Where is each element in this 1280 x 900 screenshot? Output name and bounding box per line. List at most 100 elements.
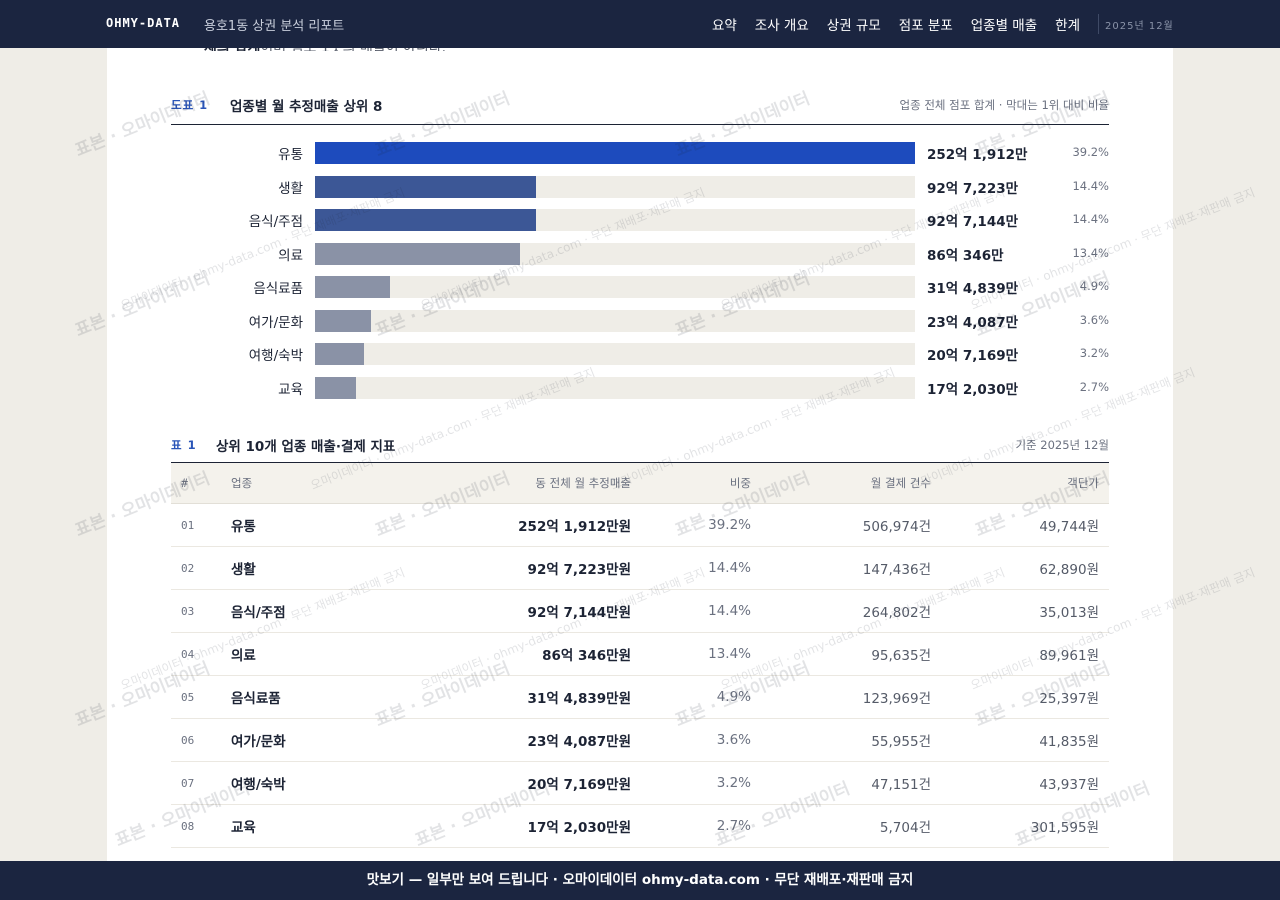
bar-track	[315, 309, 915, 332]
nav-item-overview[interactable]: 조사 개요	[754, 18, 809, 34]
bar-row: 유통 252억 1,912만 39.2%	[171, 137, 1109, 165]
bar-share-label: 13.4%	[1072, 245, 1109, 260]
col-header-sales: 동 전체 월 추정매출	[431, 463, 641, 504]
bar-value-label: 20억 7,169만	[927, 348, 1019, 364]
table-row: 07 여행/숙박 20억 7,169만원 3.2% 47,151건 43,937원	[171, 761, 1109, 805]
table-number: 표 1	[171, 438, 197, 452]
cell-payments: 506,974건	[761, 503, 941, 547]
cell-share: 39.2%	[641, 503, 761, 547]
table-title: 상위 10개 업종 매출·결제 지표	[216, 439, 396, 455]
nav-item-sales-by-industry[interactable]: 업종별 매출	[970, 18, 1038, 34]
bar-row: 생활 92억 7,223만 14.4%	[171, 171, 1109, 199]
table-row: 01 유통 252억 1,912만원 39.2% 506,974건 49,744원	[171, 503, 1109, 547]
report-title: 용호1동 상권 분석 리포트	[204, 19, 345, 34]
col-header-industry: 업종	[221, 463, 431, 504]
cell-rank: 07	[171, 761, 221, 805]
cell-payments: 123,969건	[761, 675, 941, 719]
cell-avg-price: 35,013원	[941, 589, 1109, 633]
cell-rank: 06	[171, 718, 221, 762]
bar-track	[315, 142, 915, 164]
bar	[315, 343, 365, 365]
bar-track	[315, 376, 915, 399]
bar-label: 여가/문화	[248, 314, 303, 331]
bar-value-label: 23억 4,087만	[927, 314, 1019, 331]
nav-divider	[1098, 14, 1099, 34]
cell-avg-price: 49,744원	[941, 503, 1109, 547]
cell-sales: 20억 7,169만원	[431, 761, 641, 805]
bar-row: 음식/주점 92억 7,144만 14.4%	[171, 204, 1109, 232]
bar-row: 여행/숙박 20억 7,169만 3.2%	[171, 338, 1109, 366]
bar-row: 의료 86억 346만 13.4%	[171, 238, 1109, 266]
bar-value-label: 31억 4,839만	[927, 281, 1019, 297]
bar-share-label: 14.4%	[1072, 212, 1109, 226]
figure-title: 업종별 월 추정매출 상위 8	[230, 99, 383, 115]
cell-share: 2.7%	[641, 804, 761, 848]
cell-payments: 95,635건	[761, 632, 941, 676]
bar-share-label: 4.9%	[1079, 279, 1109, 293]
cell-sales: 92억 7,223만원	[431, 546, 641, 590]
cell-sales: 31억 4,839만원	[431, 675, 641, 719]
table-row: 02 생활 92억 7,223만원 14.4% 147,436건 62,890원	[171, 546, 1109, 590]
top-navbar: OHMY-DATA 용호1동 상권 분석 리포트 요약 조사 개요 상권 규모 …	[0, 0, 1280, 48]
cell-payments: 147,436건	[761, 546, 941, 590]
bar-label: 생활	[278, 180, 303, 197]
cell-avg-price: 89,961원	[941, 632, 1109, 676]
bar-label: 유통	[278, 147, 303, 163]
nav-item-summary[interactable]: 요약	[711, 18, 737, 34]
table-note: 기준 2025년 12월	[1015, 438, 1109, 452]
nav-item-store-distribution[interactable]: 점포 분포	[898, 18, 953, 34]
brand-logo[interactable]: OHMY-DATA	[106, 16, 181, 30]
col-header-share: 비중	[641, 463, 761, 504]
bar-share-label: 2.7%	[1079, 379, 1109, 394]
col-header-payments: 월 결제 건수	[761, 463, 941, 504]
figure-number: 도표 1	[171, 98, 209, 112]
cell-sales: 17억 2,030만원	[431, 804, 641, 848]
cell-avg-price: 41,835원	[941, 718, 1109, 762]
cell-payments: 55,955건	[761, 718, 941, 762]
table-row: 03 음식/주점 92억 7,144만원 14.4% 264,802건 35,013원	[171, 589, 1109, 633]
cell-rank: 05	[171, 675, 221, 719]
cell-avg-price: 301,595원	[941, 804, 1109, 848]
figure-header: 도표 1 업종별 월 추정매출 상위 8 업종 전체 점포 합계 · 막대는 1…	[171, 92, 1109, 125]
preview-banner: 맛보기 — 일부만 보여 드립니다 · 오마이데이터 ohmy-data.com…	[0, 861, 1280, 900]
cell-sales: 86억 346만원	[431, 632, 641, 676]
cell-share: 4.9%	[641, 675, 761, 719]
cell-sales: 23억 4,087만원	[431, 718, 641, 762]
col-header-avg-price: 객단가	[941, 463, 1109, 504]
cell-industry: 생활	[221, 546, 431, 590]
table-row: 05 음식료품 31억 4,839만원 4.9% 123,969건 25,397원	[171, 675, 1109, 719]
table-header-row: # 업종 동 전체 월 추정매출 비중 월 결제 건수 객단가	[171, 463, 1109, 504]
bar-value-label: 92억 7,144만	[927, 214, 1019, 230]
bar-row: 음식료품 31억 4,839만 4.9%	[171, 271, 1109, 299]
cell-sales: 92억 7,144만원	[431, 589, 641, 633]
cell-industry: 교육	[221, 804, 431, 848]
bar-track	[315, 242, 915, 265]
bar	[315, 309, 371, 332]
table-header: 표 1 상위 10개 업종 매출·결제 지표 기준 2025년 12월	[171, 432, 1109, 463]
report-date: 2025년 12월	[1105, 21, 1174, 32]
bar-share-label: 3.6%	[1079, 312, 1109, 327]
bar-track	[315, 175, 915, 198]
cell-payments: 264,802건	[761, 589, 941, 633]
industry-metrics-table: # 업종 동 전체 월 추정매출 비중 월 결제 건수 객단가 01 유통 252억…	[171, 463, 1109, 848]
cell-avg-price: 43,937원	[941, 761, 1109, 805]
bar-share-label: 14.4%	[1072, 178, 1109, 193]
cell-rank: 03	[171, 589, 221, 633]
sales-bar-chart: 유통 252억 1,912만 39.2% 생활 92억 7,223만 14.4% 음식/주점…	[171, 137, 1109, 407]
cell-industry: 여가/문화	[221, 718, 431, 762]
section-nav: 요약 조사 개요 상권 규모 점포 분포 업종별 매출 한계	[712, 14, 1080, 34]
nav-item-limitations[interactable]: 한계	[1055, 18, 1080, 34]
figure-note: 업종 전체 점포 합계 · 막대는 1위 대비 비율	[899, 98, 1110, 112]
nav-item-market-size[interactable]: 상권 규모	[826, 18, 881, 34]
cell-rank: 08	[171, 804, 221, 848]
cell-avg-price: 25,397원	[941, 675, 1109, 719]
cell-rank: 04	[171, 632, 221, 676]
cell-share: 3.2%	[641, 761, 761, 805]
col-header-rank: #	[171, 463, 221, 504]
bar	[315, 142, 915, 164]
table-row: 08 교육 17억 2,030만원 2.7% 5,704건 301,595원	[171, 804, 1109, 848]
cell-share: 13.4%	[641, 632, 761, 676]
cell-share: 14.4%	[641, 589, 761, 633]
bar	[315, 242, 520, 265]
bar-value-label: 17억 2,030만	[927, 381, 1019, 398]
